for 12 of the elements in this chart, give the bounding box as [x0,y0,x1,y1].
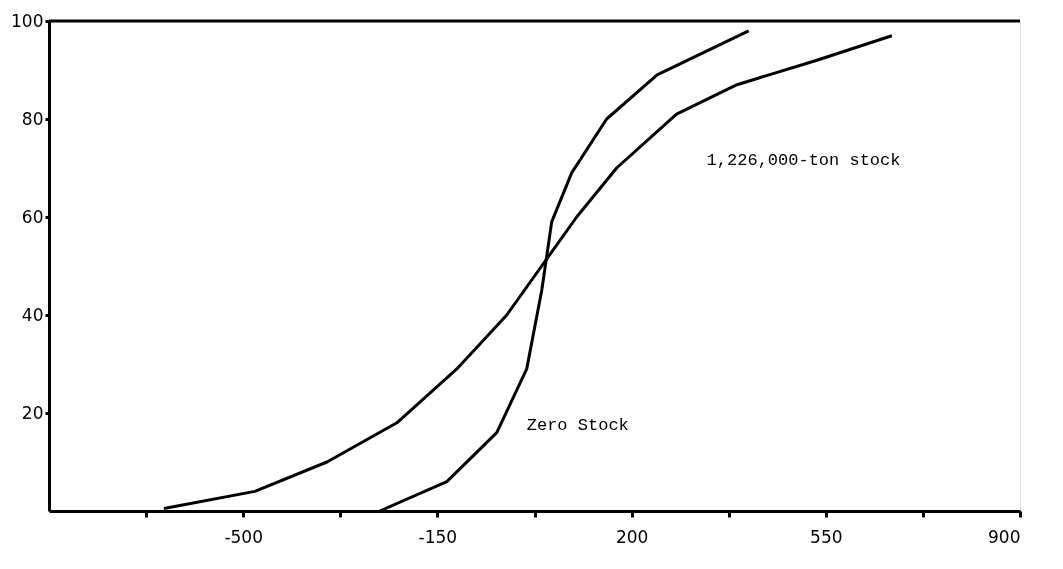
x-tick-label: 550 [810,526,843,547]
x-tick-label: 200 [615,526,649,547]
y-tick-label: 100 [11,10,44,31]
x-tick-label: 900 [988,526,1021,547]
x-tick-label: -500 [224,526,263,547]
y-tick-label: 40 [21,304,44,325]
y-tick-label: 20 [21,402,44,423]
x-tick-label: -150 [418,526,458,547]
y-tick-label: 60 [21,206,44,227]
series-label: Zero Stock [526,415,629,435]
y-tick-label: 80 [21,108,44,129]
text: 1,226,000-ton stock [706,151,901,170]
